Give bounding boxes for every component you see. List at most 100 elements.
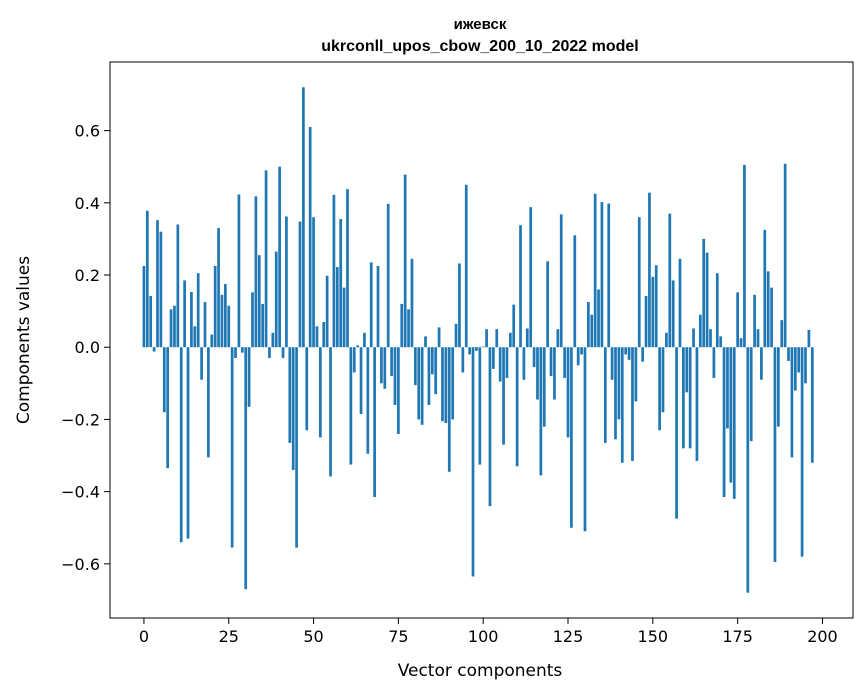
bar: [186, 347, 190, 539]
bar: [312, 217, 315, 348]
bar: [637, 217, 641, 348]
bar: [614, 347, 617, 440]
bar: [682, 347, 685, 449]
x-tick-label: 150: [638, 627, 669, 646]
bar: [495, 329, 499, 348]
bar: [536, 347, 539, 400]
bar: [617, 347, 621, 420]
bar: [162, 347, 166, 413]
bar: [478, 347, 482, 465]
bar: [363, 332, 366, 348]
bar: [512, 304, 516, 348]
bar: [566, 347, 570, 438]
bar: [318, 347, 322, 438]
bar: [207, 347, 210, 458]
bar: [603, 347, 607, 443]
bar: [145, 210, 149, 348]
bar: [743, 164, 746, 348]
bar: [322, 321, 326, 348]
bar: [648, 192, 651, 348]
bar: [498, 347, 502, 382]
bar: [169, 309, 173, 348]
bar: [288, 347, 292, 443]
bar: [295, 347, 298, 548]
bar: [807, 329, 811, 348]
bar: [610, 347, 614, 380]
bar: [658, 347, 661, 431]
bar: [407, 309, 410, 348]
chart-title-text: ижевск: [454, 16, 507, 33]
bar: [665, 332, 668, 348]
bar: [790, 347, 794, 458]
bar: [434, 347, 438, 395]
bar: [352, 347, 356, 373]
bar: [739, 338, 743, 348]
bar: [335, 267, 339, 348]
y-axis-label: Components values: [14, 256, 34, 424]
bar: [471, 347, 475, 577]
bar: [654, 265, 658, 348]
y-axis-ticks: −0.6 −0.4 −0.2 0.0 0.2 0.4 0.6: [61, 122, 110, 574]
bar: [729, 347, 733, 483]
bar: [593, 193, 597, 348]
bar: [685, 347, 689, 393]
bar: [427, 347, 431, 405]
bar: [339, 219, 343, 348]
bar: [274, 251, 278, 348]
bar: [519, 225, 522, 348]
bar: [692, 328, 695, 348]
bar: [217, 228, 220, 348]
bar: [193, 326, 197, 348]
bar: [539, 347, 543, 476]
bar: [356, 345, 360, 348]
bar: [563, 347, 566, 378]
bar: [329, 347, 332, 477]
bar: [230, 347, 234, 548]
bar: [709, 329, 712, 348]
bar: [417, 347, 421, 420]
bar: [810, 347, 814, 463]
bar: [223, 284, 227, 348]
bar: [597, 289, 600, 348]
bar: [437, 327, 441, 348]
bar: [797, 347, 801, 373]
bar: [787, 347, 790, 361]
bar: [756, 329, 760, 348]
bar: [268, 347, 271, 359]
bar: [641, 347, 645, 362]
bar: [529, 207, 533, 348]
bar: [190, 291, 193, 348]
bar: [546, 261, 550, 348]
bar: [576, 347, 580, 366]
bar: [777, 347, 780, 427]
bar: [244, 347, 248, 590]
bar: [149, 295, 153, 348]
y-tick-label: −0.6: [61, 555, 100, 574]
bar: [668, 213, 672, 348]
bar: [240, 347, 244, 353]
y-tick-label: 0.0: [75, 338, 100, 357]
bar: [488, 347, 492, 507]
bar: [715, 273, 719, 348]
bar: [746, 347, 750, 593]
bar: [383, 347, 387, 389]
bar: [376, 265, 380, 348]
bar: [620, 347, 624, 463]
bar: [302, 87, 305, 348]
bar: [281, 347, 285, 359]
bar: [346, 189, 349, 348]
y-tick-label: −0.2: [61, 410, 100, 429]
bar: [559, 214, 563, 348]
bar: [261, 303, 265, 348]
bar: [152, 347, 156, 352]
y-tick-label: −0.4: [61, 483, 100, 502]
bar: [373, 347, 376, 498]
bar: [695, 347, 699, 461]
x-tick-label: 100: [468, 627, 499, 646]
bar: [369, 262, 373, 348]
bar: [397, 347, 400, 434]
x-tick-label: 25: [219, 627, 239, 646]
bar: [183, 280, 186, 348]
bar: [179, 347, 183, 543]
bar: [485, 329, 488, 348]
